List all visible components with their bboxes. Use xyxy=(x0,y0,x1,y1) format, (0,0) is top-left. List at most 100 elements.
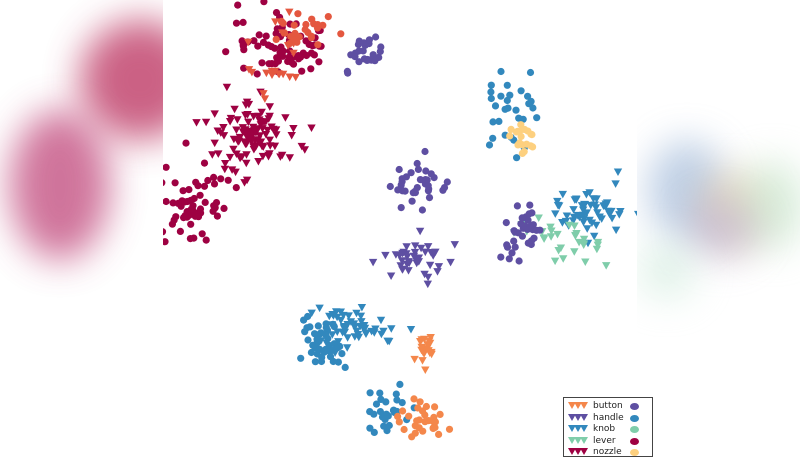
data-point xyxy=(260,0,268,6)
data-point xyxy=(234,1,242,9)
data-point xyxy=(384,412,392,420)
data-point xyxy=(485,141,494,149)
data-point xyxy=(372,33,380,41)
legend-label: handle xyxy=(593,412,624,423)
data-point xyxy=(272,35,280,44)
data-point xyxy=(242,151,251,159)
data-point xyxy=(281,114,290,122)
data-point xyxy=(244,135,254,144)
data-point xyxy=(417,343,426,352)
data-point xyxy=(285,73,294,81)
data-point xyxy=(338,350,346,358)
data-point xyxy=(526,68,535,77)
data-point xyxy=(385,421,393,430)
data-point xyxy=(502,219,510,227)
circle-marker-icon xyxy=(630,437,639,445)
data-point xyxy=(254,42,262,50)
data-point xyxy=(210,180,219,188)
data-point xyxy=(398,178,406,186)
data-point xyxy=(429,424,437,432)
data-point xyxy=(553,201,563,210)
data-point xyxy=(397,204,405,212)
data-point xyxy=(505,255,513,263)
legend-label: nozzle xyxy=(593,447,622,457)
data-point xyxy=(265,103,274,111)
data-point xyxy=(409,252,419,261)
data-point xyxy=(405,412,413,420)
data-point xyxy=(255,31,263,39)
data-point xyxy=(217,175,225,183)
data-point xyxy=(352,309,361,318)
data-point xyxy=(307,309,316,318)
data-point xyxy=(314,336,322,344)
data-point xyxy=(590,232,599,241)
data-point xyxy=(163,179,166,187)
data-point xyxy=(230,105,239,114)
blur-blob xyxy=(80,20,163,140)
data-point xyxy=(163,228,167,236)
data-point xyxy=(569,206,578,214)
data-point xyxy=(426,334,435,342)
data-point xyxy=(417,336,426,344)
data-point xyxy=(558,190,567,199)
triangle-marker-icon xyxy=(567,402,589,411)
data-point xyxy=(208,151,217,159)
data-point xyxy=(410,395,418,403)
data-point xyxy=(183,197,192,206)
legend: button handle knob lever nozzle xyxy=(563,397,653,457)
data-point xyxy=(270,67,280,76)
data-point xyxy=(294,10,302,18)
data-point xyxy=(300,146,309,154)
data-point xyxy=(517,87,525,95)
data-point xyxy=(570,196,579,204)
data-point xyxy=(343,321,352,329)
data-point xyxy=(589,195,598,203)
data-point xyxy=(510,237,518,245)
data-point xyxy=(412,259,421,268)
data-point xyxy=(440,184,449,192)
data-point xyxy=(376,408,384,416)
data-point xyxy=(233,136,243,144)
data-point xyxy=(414,165,422,173)
data-point xyxy=(222,48,230,56)
data-point xyxy=(593,209,602,217)
data-point xyxy=(240,138,249,146)
data-point xyxy=(411,242,420,250)
data-point xyxy=(244,118,253,127)
data-point xyxy=(514,229,522,237)
data-point xyxy=(337,30,345,38)
data-point xyxy=(353,331,363,339)
data-point xyxy=(332,308,341,316)
data-point xyxy=(592,245,602,254)
data-point xyxy=(326,353,335,361)
circle-marker-icon xyxy=(630,426,639,433)
data-point xyxy=(579,206,588,214)
data-point xyxy=(399,407,407,415)
data-point xyxy=(547,227,556,235)
data-point xyxy=(200,182,209,190)
data-point xyxy=(376,47,384,56)
data-point xyxy=(527,142,535,150)
data-point xyxy=(408,433,416,441)
data-point xyxy=(264,153,273,161)
data-point xyxy=(425,261,435,270)
data-point xyxy=(550,257,560,266)
data-point xyxy=(404,258,413,266)
data-point xyxy=(266,142,275,150)
data-point xyxy=(324,347,332,355)
data-point xyxy=(443,178,451,186)
data-point xyxy=(423,341,432,349)
data-point xyxy=(267,43,275,51)
data-point xyxy=(491,102,500,110)
data-point xyxy=(196,191,204,199)
data-point xyxy=(450,241,459,249)
data-point xyxy=(289,125,298,133)
data-point xyxy=(194,213,203,221)
data-point xyxy=(583,225,592,233)
data-point xyxy=(319,21,327,29)
data-point xyxy=(220,204,228,212)
data-point xyxy=(495,117,503,125)
data-point xyxy=(416,176,424,184)
data-point xyxy=(489,118,497,126)
data-point xyxy=(277,17,286,25)
